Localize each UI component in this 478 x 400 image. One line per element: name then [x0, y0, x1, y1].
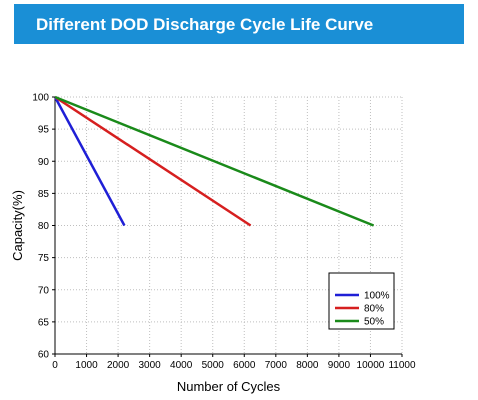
x-tick-label: 0 — [52, 360, 58, 371]
series-line-100pct — [53, 96, 126, 227]
x-tick-label: 9000 — [328, 360, 351, 371]
x-tick-label: 3000 — [139, 360, 162, 371]
x-tick-label: 4000 — [170, 360, 193, 371]
series-lines — [53, 95, 375, 227]
y-tick-label: 100 — [32, 93, 49, 104]
legend-label: 50% — [364, 317, 384, 328]
y-axis-label: Capacity(%) — [10, 190, 25, 261]
legend-label: 100% — [364, 291, 390, 302]
y-tick-label: 70 — [38, 285, 50, 296]
x-tick-label: 1000 — [75, 360, 98, 371]
series-line-80pct — [54, 95, 252, 227]
axes — [52, 96, 403, 357]
x-tick-label: 7000 — [265, 360, 288, 371]
grid — [55, 96, 403, 354]
title-banner: Different DOD Discharge Cycle Life Curve — [14, 4, 464, 44]
y-tick-label: 75 — [38, 253, 50, 264]
legend: 100% 80% 50% — [328, 272, 395, 330]
x-tick-label: 11000 — [388, 360, 416, 371]
y-tick-label: 80 — [38, 221, 50, 232]
x-tick-label: 5000 — [202, 360, 225, 371]
x-tick-label: 6000 — [233, 360, 256, 371]
x-axis-label: Number of Cycles — [177, 379, 281, 394]
chart-title: Different DOD Discharge Cycle Life Curve — [36, 15, 374, 34]
y-tick-label: 90 — [38, 157, 50, 168]
legend-box — [328, 272, 395, 330]
legend-label: 80% — [364, 304, 384, 315]
x-tick-label: 8000 — [296, 360, 319, 371]
y-tick-label: 60 — [38, 350, 50, 361]
y-tick-label: 65 — [38, 317, 50, 328]
series-line-50pct — [54, 95, 375, 227]
y-tick-label: 85 — [38, 189, 50, 200]
x-tick-label: 2000 — [107, 360, 130, 371]
y-tick-label: 95 — [38, 125, 50, 136]
x-tick-label: 10000 — [357, 360, 385, 371]
